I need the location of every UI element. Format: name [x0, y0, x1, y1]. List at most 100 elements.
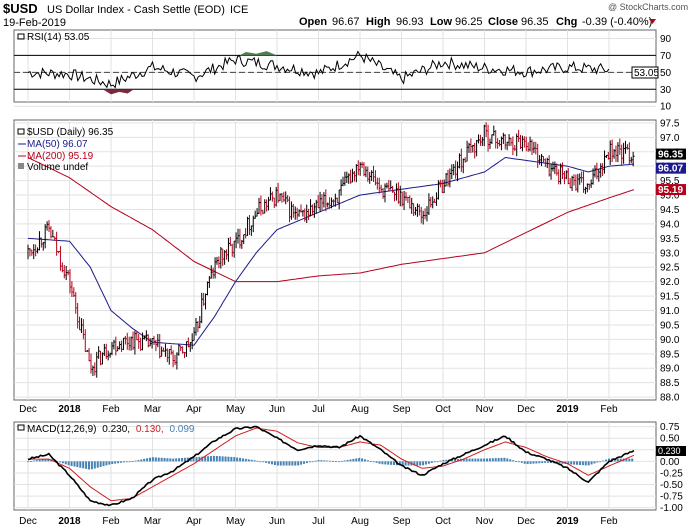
macd-histogram-bar [183, 457, 186, 462]
macd-histogram-bar [366, 460, 369, 462]
x-axis-label: Aug [351, 404, 369, 415]
macd-histogram-bar [250, 459, 253, 462]
macd-legend-hist: 0.099 [169, 424, 194, 435]
macd-legend-swatch [17, 424, 25, 431]
macd-histogram-bar [96, 461, 99, 468]
rsi-legend-swatch [17, 33, 25, 40]
macd-legend: MACD(12,26,9) 0.230, 0.130, 0.099 [17, 424, 195, 435]
price-tick-label: 91.5 [660, 292, 680, 303]
rsi-value-tag-text: 53.05 [634, 68, 659, 79]
macd-histogram-bar [474, 458, 477, 462]
macd-histogram-bar [334, 461, 337, 462]
price-legend-swatch [17, 128, 25, 135]
macd-histogram-bar [468, 458, 471, 462]
macd-histogram-bar [517, 461, 520, 463]
exchange-label: ICE [230, 4, 248, 16]
macd-axis-ticks: 0.750.500.250.00-0.25-0.50-0.75-1.00 [660, 422, 683, 514]
price-bars [27, 122, 635, 378]
x-axis-label: 2019 [556, 516, 579, 527]
macd-histogram-bar [221, 456, 224, 462]
rsi-legend: RSI(14) 53.05 [17, 32, 90, 43]
ma50-line [27, 156, 634, 346]
macd-histogram-bar [381, 461, 384, 465]
macd-histogram-bar [195, 457, 198, 462]
macd-histogram-bar [64, 461, 67, 465]
price-tick-label: 93.0 [660, 248, 680, 259]
macd-histogram-bar [512, 460, 515, 462]
macd-tick-label: -0.50 [660, 480, 683, 491]
price-tick-label: 95.0 [660, 191, 680, 202]
macd-histogram-bar [573, 461, 576, 465]
macd-histogram-bar [137, 460, 140, 462]
macd-histogram-bar [384, 461, 387, 465]
macd-histogram-bar [349, 459, 352, 462]
macd-histogram-bar [488, 458, 491, 462]
x-axis-label: Oct [435, 404, 451, 415]
macd-histogram-bar [393, 461, 396, 466]
macd-histogram-bar [320, 460, 323, 462]
x-axis-label: Dec [19, 404, 37, 415]
macd-histogram-bar [422, 461, 425, 466]
open-label: Open [299, 16, 327, 28]
macd-histogram-bar [454, 459, 457, 462]
macd-histogram-bar [76, 461, 79, 468]
macd-histogram-bar [509, 459, 512, 462]
macd-legend-text: MACD(12,26,9) 0.230, 0.130, 0.099 [27, 424, 195, 435]
price-tick-label: 90.5 [660, 320, 680, 331]
rsi-tick-label: 50 [660, 68, 672, 79]
macd-histogram-bar [215, 455, 218, 462]
rsi-tick-label: 10 [660, 102, 672, 113]
macd-histogram-bar [282, 461, 285, 466]
macd-histogram-bar [378, 461, 381, 464]
macd-histogram-bar [451, 459, 454, 462]
macd-histogram-bar [584, 461, 587, 466]
macd-histogram-bar [172, 458, 175, 462]
macd-histogram-bar [398, 461, 401, 466]
macd-histogram-bar [332, 460, 335, 462]
macd-histogram-bar [538, 461, 541, 464]
macd-histogram-bar [413, 461, 416, 466]
macd-histogram-bar [82, 461, 85, 469]
macd-histogram-bar [111, 461, 114, 464]
macd-histogram-bar [491, 458, 494, 462]
macd-histogram-bar [628, 458, 631, 462]
macd-histogram-bar [407, 461, 410, 466]
rsi-tick-label: 90 [660, 34, 672, 45]
macd-histogram-bar [88, 461, 91, 470]
macd-histogram-bar [500, 457, 503, 462]
macd-tick-label: 0.75 [660, 422, 680, 433]
macd-histogram-bar [230, 456, 233, 462]
high-label: High [366, 16, 391, 28]
macd-tick-label: -0.25 [660, 468, 683, 479]
macd-histogram-bar [361, 458, 364, 462]
macd-histogram-bar [154, 457, 157, 462]
price-tick-label: 92.0 [660, 277, 680, 288]
macd-histogram-bar [311, 461, 314, 463]
rsi-panel: 90 70 50 30 10 53.05 RSI(14) 53.05 [13, 29, 672, 113]
macd-histogram-bar [477, 458, 480, 462]
macd-histogram-bar [53, 460, 56, 462]
x-axis-label: Mar [144, 404, 162, 415]
macd-histogram-bar [567, 461, 570, 465]
macd-histogram-bar [302, 461, 305, 464]
close-label: Close [488, 16, 518, 28]
macd-histogram-bar [485, 458, 488, 462]
macd-histogram-bar [163, 458, 166, 462]
macd-tick-label: -1.00 [660, 503, 683, 514]
x-axis-label: May [226, 516, 245, 527]
macd-histogram-bar [253, 460, 256, 462]
macd-histogram-bar [305, 461, 308, 464]
date-label: 19-Feb-2019 [3, 17, 66, 29]
price-tag-text: 95.19 [658, 185, 683, 196]
macd-histogram-bar [180, 458, 183, 462]
x-axis-label: Feb [600, 516, 618, 527]
close-value: 96.35 [521, 16, 549, 28]
rsi-line [27, 50, 610, 89]
macd-histogram-bar [439, 460, 442, 462]
macd-histogram-bar [576, 461, 579, 465]
macd-histogram-bar [210, 456, 213, 462]
chart-header: $USD US Dollar Index - Cash Settle (EOD)… [3, 1, 688, 29]
rsi-oversold-fill [102, 89, 134, 95]
low-label: Low [430, 16, 452, 28]
macd-histogram-bar [189, 457, 192, 462]
